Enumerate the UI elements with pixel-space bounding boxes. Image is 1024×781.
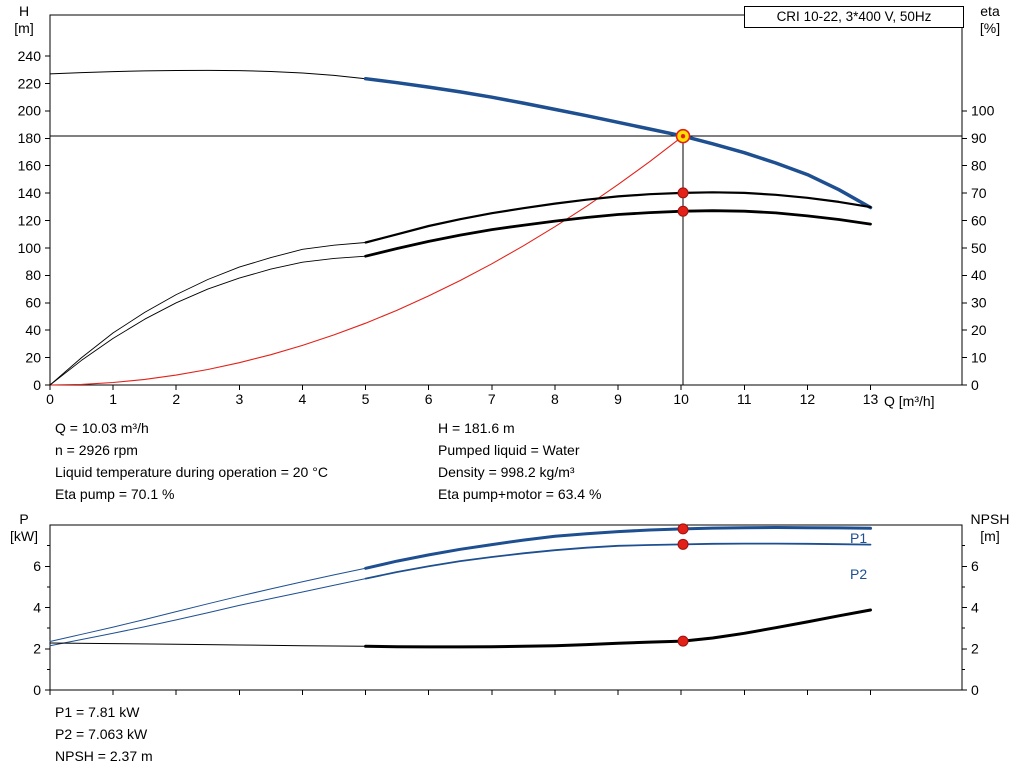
x-tick-label: 11 <box>737 391 752 407</box>
y-tick-label: 180 <box>18 130 42 146</box>
series-head-curve <box>363 76 873 210</box>
series-npsh-curve <box>364 608 872 649</box>
y-tick-label: 100 <box>18 240 42 256</box>
y-tick-label: 6 <box>971 558 979 574</box>
y-tick-label: 4 <box>971 599 979 615</box>
y-tick-label: 30 <box>971 295 987 311</box>
series-p1-curve <box>364 526 872 570</box>
y-tick-label: 220 <box>18 75 42 91</box>
y-tick-label: 6 <box>33 558 41 574</box>
x-tick-label: 4 <box>299 391 307 407</box>
x-tick-label: 5 <box>362 391 370 407</box>
x-tick-label: 3 <box>235 391 243 407</box>
duty-info-left-column: Q = 10.03 m³/h n = 2926 rpm Liquid tempe… <box>55 417 328 505</box>
y-tick-label: 240 <box>18 48 42 64</box>
y-tick-label: 50 <box>971 240 987 256</box>
series-head-extension <box>49 69 367 80</box>
duty-dot-marker <box>677 538 689 550</box>
x-tick-label: 7 <box>488 391 496 407</box>
p1-value-text: P1 = 7.81 kW <box>55 704 140 720</box>
y-tick-label: 0 <box>33 682 41 698</box>
y-tick-label: 100 <box>971 103 995 119</box>
y-tick-label: 20 <box>971 322 987 338</box>
plot-frame <box>49 14 963 386</box>
series-eta-pump-extension <box>49 242 367 386</box>
x-tick-label: 6 <box>425 391 433 407</box>
p1-curve-label: P1 <box>850 530 868 546</box>
x-tick-label: 13 <box>863 391 879 407</box>
power-axis-unit: [kW] <box>10 528 38 544</box>
series-system-curve <box>49 135 684 386</box>
y-tick-label: 2 <box>971 641 979 657</box>
y-tick-label: 140 <box>18 185 42 201</box>
y-tick-label: 200 <box>18 103 42 119</box>
eta-pump-text: Eta pump = 70.1 % <box>55 486 175 502</box>
y-tick-label: 4 <box>33 599 41 615</box>
series-npsh-extension <box>49 642 367 647</box>
pump-title-box: CRI 10-22, 3*400 V, 50Hz <box>744 6 964 28</box>
density-text: Density = 998.2 kg/m³ <box>438 464 575 480</box>
series-p1-extension <box>49 567 367 642</box>
npsh-value-text: NPSH = 2.37 m <box>55 748 153 764</box>
flow-axis-label: Q [m³/h] <box>884 393 935 409</box>
x-tick-label: 12 <box>800 391 816 407</box>
y-tick-label: 70 <box>971 185 987 201</box>
p2-curve-label: P2 <box>850 566 868 582</box>
head-axis-unit: [m] <box>14 20 34 36</box>
y-tick-label: 0 <box>33 377 41 393</box>
y-tick-label: 20 <box>25 349 41 365</box>
duty-flow-text: Q = 10.03 m³/h <box>55 420 149 436</box>
x-tick-label: 0 <box>46 391 54 407</box>
duty-point-center <box>680 133 686 139</box>
duty-dot-marker <box>677 523 689 535</box>
series-p2-curve <box>364 542 872 580</box>
liquid-temp-text: Liquid temperature during operation = 20… <box>55 464 328 480</box>
y-tick-label: 80 <box>25 267 41 283</box>
x-tick-label: 2 <box>172 391 180 407</box>
duty-head-text: H = 181.6 m <box>438 420 515 436</box>
y-tick-label: 0 <box>971 682 979 698</box>
y-tick-label: 80 <box>971 158 987 174</box>
power-info-column: P1 = 7.81 kW P2 = 7.063 kW NPSH = 2.37 m <box>55 701 153 767</box>
series-p2-extension <box>49 578 367 647</box>
p2-value-text: P2 = 7.063 kW <box>55 726 148 742</box>
series-eta-pump-motor <box>364 209 872 258</box>
npsh-axis-unit: [m] <box>980 528 1000 544</box>
y-tick-label: 40 <box>25 322 41 338</box>
y-tick-label: 90 <box>971 130 987 146</box>
y-tick-label: 10 <box>971 349 987 365</box>
power-axis-label: P <box>19 511 29 527</box>
y-tick-label: 160 <box>18 158 42 174</box>
duty-speed-text: n = 2926 rpm <box>55 442 138 458</box>
y-tick-label: 60 <box>971 212 987 228</box>
head-axis-label: H <box>18 3 30 19</box>
duty-dot-marker <box>677 187 689 199</box>
duty-info-right-column: H = 181.6 m Pumped liquid = Water Densit… <box>438 417 601 505</box>
y-tick-label: 60 <box>25 295 41 311</box>
npsh-axis-label: NPSH <box>970 511 1010 527</box>
duty-dot-marker <box>677 205 689 217</box>
eta-axis-label: eta <box>980 3 1000 19</box>
x-tick-label: 10 <box>673 391 689 407</box>
plot-frame <box>49 524 963 691</box>
eta-pump-motor-text: Eta pump+motor = 63.4 % <box>438 486 602 502</box>
y-tick-label: 120 <box>18 212 42 228</box>
duty-dot-marker <box>677 635 689 647</box>
series-eta-pump <box>364 191 872 244</box>
x-tick-label: 9 <box>614 391 622 407</box>
series-eta-pump-motor-extension <box>49 255 367 386</box>
y-tick-label: 40 <box>971 267 987 283</box>
pumped-liquid-text: Pumped liquid = Water <box>438 442 580 458</box>
x-tick-label: 8 <box>551 391 559 407</box>
eta-axis-unit: [%] <box>979 20 1001 36</box>
y-tick-label: 2 <box>33 641 41 657</box>
x-tick-label: 1 <box>109 391 117 407</box>
y-tick-label: 0 <box>971 377 979 393</box>
